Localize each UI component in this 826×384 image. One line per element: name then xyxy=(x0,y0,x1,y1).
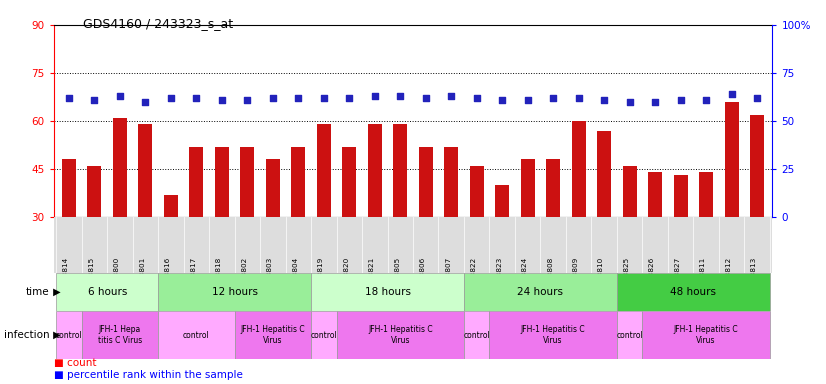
Bar xyxy=(464,311,490,359)
Point xyxy=(240,97,254,103)
Point xyxy=(674,97,687,103)
Bar xyxy=(393,124,407,217)
Text: JFH-1 Hepatitis C
Virus: JFH-1 Hepatitis C Virus xyxy=(521,325,586,345)
Text: infection: infection xyxy=(4,330,50,340)
Bar xyxy=(673,175,687,217)
Point xyxy=(496,97,509,103)
Bar xyxy=(699,172,713,217)
Text: JFH-1 Hepa
titis C Virus: JFH-1 Hepa titis C Virus xyxy=(97,325,142,345)
Bar xyxy=(158,311,235,359)
Point xyxy=(164,95,178,101)
Bar xyxy=(164,195,178,217)
Bar xyxy=(311,311,336,359)
Bar xyxy=(368,124,382,217)
Text: ■ percentile rank within the sample: ■ percentile rank within the sample xyxy=(54,370,243,380)
Point xyxy=(470,95,483,101)
Point xyxy=(547,95,560,101)
Bar xyxy=(62,159,76,217)
Bar xyxy=(572,121,586,217)
Bar xyxy=(113,118,127,217)
Point xyxy=(572,95,586,101)
Point xyxy=(292,95,305,101)
Bar xyxy=(235,311,311,359)
Point xyxy=(623,99,636,105)
Text: 6 hours: 6 hours xyxy=(88,287,127,297)
Bar xyxy=(56,311,82,359)
Bar xyxy=(88,166,102,217)
Point xyxy=(190,95,203,101)
Point xyxy=(368,93,382,99)
Point xyxy=(317,95,330,101)
Point xyxy=(139,99,152,105)
Bar xyxy=(82,311,158,359)
Bar xyxy=(158,273,311,311)
Text: 24 hours: 24 hours xyxy=(517,287,563,297)
Bar xyxy=(240,147,254,217)
Point xyxy=(88,97,101,103)
Bar xyxy=(648,172,662,217)
Text: JFH-1 Hepatitis C
Virus: JFH-1 Hepatitis C Virus xyxy=(240,325,305,345)
Point xyxy=(521,97,534,103)
Text: 18 hours: 18 hours xyxy=(364,287,411,297)
Bar xyxy=(597,131,611,217)
Point xyxy=(113,93,126,99)
Text: time: time xyxy=(26,287,50,297)
Bar xyxy=(292,147,306,217)
Text: control: control xyxy=(463,331,490,339)
Bar xyxy=(464,273,617,311)
Point xyxy=(444,93,458,99)
Point xyxy=(343,95,356,101)
Text: control: control xyxy=(311,331,337,339)
Bar xyxy=(336,311,464,359)
Text: 48 hours: 48 hours xyxy=(671,287,716,297)
Text: JFH-1 Hepatitis C
Virus: JFH-1 Hepatitis C Virus xyxy=(674,325,738,345)
Bar xyxy=(724,102,738,217)
Text: control: control xyxy=(183,331,210,339)
Text: ■ count: ■ count xyxy=(54,358,96,368)
Bar xyxy=(266,159,280,217)
Point xyxy=(63,95,76,101)
Text: 12 hours: 12 hours xyxy=(211,287,258,297)
Point xyxy=(750,95,763,101)
Bar xyxy=(490,311,617,359)
Bar xyxy=(546,159,560,217)
Bar xyxy=(139,124,153,217)
Bar xyxy=(750,114,764,217)
Text: control: control xyxy=(55,331,83,339)
Point xyxy=(648,99,662,105)
Point xyxy=(394,93,407,99)
Bar xyxy=(617,311,643,359)
Bar xyxy=(317,124,331,217)
Bar xyxy=(311,273,464,311)
Bar xyxy=(419,147,433,217)
Point xyxy=(419,95,432,101)
Text: JFH-1 Hepatitis C
Virus: JFH-1 Hepatitis C Virus xyxy=(368,325,433,345)
Bar xyxy=(520,159,534,217)
Point xyxy=(597,97,610,103)
Bar xyxy=(470,166,484,217)
Point xyxy=(700,97,713,103)
Bar xyxy=(623,166,637,217)
Point xyxy=(216,97,229,103)
Text: control: control xyxy=(616,331,643,339)
Text: ▶: ▶ xyxy=(50,330,60,340)
Bar xyxy=(342,147,356,217)
Bar xyxy=(617,273,770,311)
Bar xyxy=(215,147,229,217)
Point xyxy=(725,91,738,97)
Bar xyxy=(444,147,458,217)
Bar xyxy=(189,147,203,217)
Text: GDS4160 / 243323_s_at: GDS4160 / 243323_s_at xyxy=(83,17,233,30)
Text: ▶: ▶ xyxy=(50,287,60,297)
Bar xyxy=(495,185,509,217)
Bar xyxy=(643,311,770,359)
Point xyxy=(266,95,279,101)
Bar xyxy=(56,273,158,311)
